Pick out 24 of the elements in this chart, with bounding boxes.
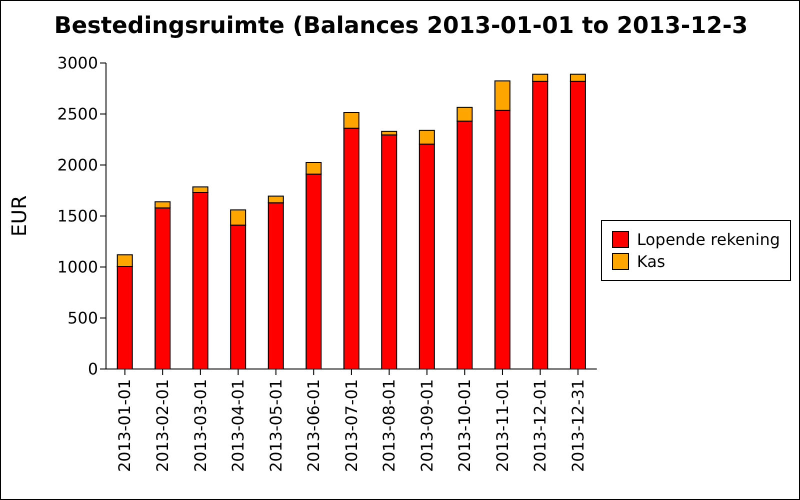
x-tick-label: 2013-10-01 — [455, 379, 474, 472]
x-tick-label: 2013-05-01 — [266, 379, 286, 472]
x-tick-label: 2013-06-01 — [304, 379, 324, 472]
x-tick-label: 2013-12-01 — [530, 379, 550, 472]
x-tick-label: 2013-08-01 — [380, 379, 399, 472]
y-tick-label: 3000 — [57, 54, 98, 73]
x-tick-label: 2013-01-01 — [115, 379, 134, 472]
x-tick-label: 2013-09-01 — [417, 379, 436, 472]
y-tick-label: 1000 — [57, 258, 98, 277]
x-tick-label: 2013-02-01 — [153, 379, 172, 472]
x-tick-label: 2013-12-31 — [568, 379, 588, 472]
y-tick-label: 500 — [67, 308, 98, 328]
y-tick-label: 0 — [88, 360, 98, 379]
x-tick-label: 2013-03-01 — [190, 379, 210, 472]
chart-title: Bestedingsruimte (Balances 2013-01-01 to 2013-12-3 — [53, 13, 749, 39]
x-tick-label: 2013-07-01 — [342, 379, 361, 472]
y-tick-label: 2500 — [57, 104, 98, 124]
legend-label: Lopende rekening — [636, 230, 780, 248]
y-axis-title: EUR — [7, 195, 32, 237]
x-tick-label: 2013-11-01 — [492, 379, 512, 472]
y-tick-label: 1500 — [57, 206, 98, 226]
x-tick-label: 2013-04-01 — [228, 379, 248, 472]
legend-label: Kas — [636, 252, 666, 270]
y-tick-label: 2000 — [57, 156, 98, 175]
